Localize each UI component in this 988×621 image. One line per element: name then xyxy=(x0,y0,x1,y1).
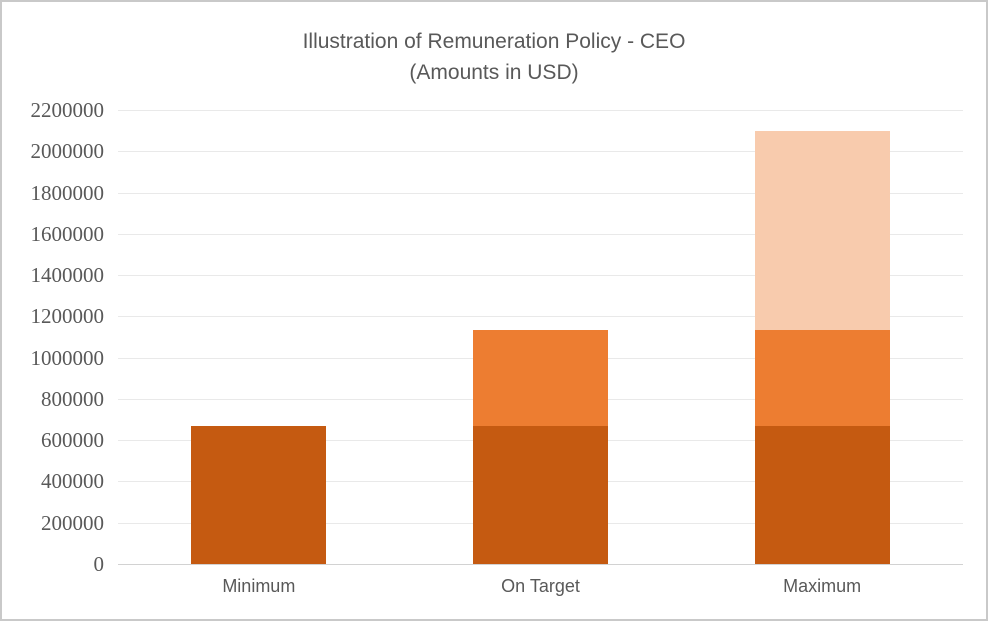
chart-title: Illustration of Remuneration Policy - CE… xyxy=(2,26,986,88)
y-tick-label: 1800000 xyxy=(30,180,105,205)
y-tick-label: 2000000 xyxy=(30,139,105,164)
gridline xyxy=(118,275,963,277)
bar-maximum-top-segment-light-orange xyxy=(754,130,890,330)
y-tick-label: 1000000 xyxy=(30,345,105,370)
gridline xyxy=(118,110,963,111)
gridline xyxy=(118,192,963,194)
y-tick-label: 800000 xyxy=(41,386,104,411)
x-category-label: Minimum xyxy=(222,576,296,596)
y-tick-label: 2200000 xyxy=(30,98,105,122)
x-category-label: Maximum xyxy=(783,576,862,596)
bar-maximum-base-segment-dark-orange xyxy=(754,425,890,564)
y-tick-label: 1400000 xyxy=(30,263,105,288)
y-tick-label: 600000 xyxy=(41,428,104,453)
y-tick-label: 1200000 xyxy=(30,304,105,329)
chart-title-line-1: Illustration of Remuneration Policy - CE… xyxy=(302,30,686,53)
y-tick-label: 200000 xyxy=(41,510,104,535)
gridline xyxy=(118,233,963,235)
bar-minimum-base-segment-dark-orange xyxy=(191,425,327,564)
bar-on-target-base-segment-dark-orange xyxy=(473,425,608,564)
bar-maximum-mid-segment-orange xyxy=(754,329,890,426)
bar-on-target-mid-segment-orange xyxy=(473,329,608,426)
x-category-label: On Target xyxy=(501,576,580,596)
x-axis-line xyxy=(118,564,963,565)
y-tick-label: 1600000 xyxy=(30,221,105,246)
chart-title-line-2: (Amounts in USD) xyxy=(409,61,579,84)
gridline xyxy=(118,316,963,318)
y-tick-label: 0 xyxy=(93,552,105,576)
y-tick-label: 400000 xyxy=(41,469,104,494)
gridline xyxy=(118,151,963,153)
